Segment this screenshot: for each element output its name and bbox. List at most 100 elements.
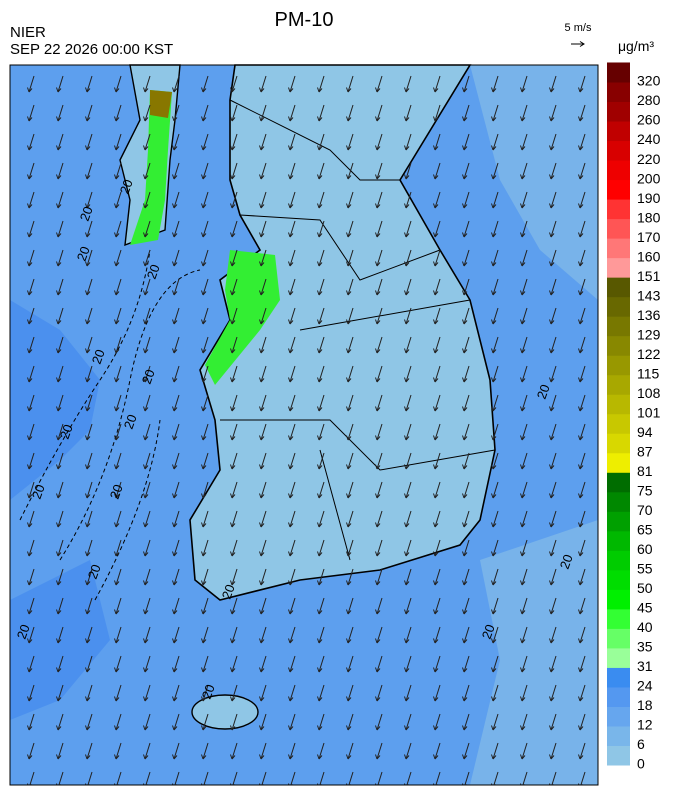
colorbar-label: 35	[637, 639, 653, 655]
colorbar-cell	[607, 355, 630, 376]
contour-label: 20	[121, 412, 140, 431]
colorbar-label: 240	[637, 131, 661, 147]
colorbar-cell	[607, 472, 630, 493]
colorbar-cell	[607, 121, 630, 142]
contour-label: 20	[57, 422, 76, 441]
colorbar-label: 320	[637, 73, 661, 89]
colorbar-label: 24	[637, 678, 653, 694]
colorbar-label: 65	[637, 522, 653, 538]
colorbar-label: 180	[637, 209, 661, 225]
colorbar-label: 260	[637, 112, 661, 128]
colorbar-cell	[607, 179, 630, 200]
colorbar-label: 170	[637, 229, 661, 245]
colorbar-cell	[607, 257, 630, 278]
vector-scale: 5 m/s	[565, 22, 592, 34]
agency: NIER	[10, 24, 46, 41]
contour-label: 20	[14, 622, 33, 641]
colorbar-cell	[607, 608, 630, 629]
colorbar-cell	[607, 647, 630, 668]
colorbar-cell	[607, 530, 630, 551]
map-frame	[9, 64, 599, 786]
colorbar-label: 94	[637, 424, 653, 440]
contour-label: 20	[479, 622, 498, 641]
colorbar-label: 12	[637, 717, 653, 733]
colorbar-cell	[607, 569, 630, 590]
colorbar-label: 60	[637, 541, 653, 557]
colorbar-label: 6	[637, 736, 645, 752]
colorbar-cell	[607, 218, 630, 239]
colorbar-cell	[607, 335, 630, 356]
title: PM-10	[275, 9, 334, 31]
contour-label: 20	[139, 367, 158, 386]
timestamp: SEP 22 2026 00:00 KST	[10, 41, 173, 58]
colorbar-cell	[607, 550, 630, 571]
colorbar-label: 280	[637, 92, 661, 108]
colorbar-cell	[607, 238, 630, 259]
contour-label: 20	[107, 482, 126, 501]
colorbar-label: 129	[637, 326, 661, 342]
colorbar-label: 0	[637, 756, 645, 772]
colorbar-cell	[607, 725, 630, 746]
colorbar-label: 122	[637, 346, 661, 362]
vector-arrow	[571, 41, 585, 47]
colorbar-cell	[607, 140, 630, 161]
colorbar-cell	[607, 433, 630, 454]
contour-label: 20	[199, 682, 218, 701]
colorbar-cell	[607, 628, 630, 649]
colorbar-label: 40	[637, 619, 653, 635]
colorbar-label: 81	[637, 463, 653, 479]
contour-label: 20	[29, 482, 48, 501]
colorbar-label: 143	[637, 287, 661, 303]
colorbar-cell	[607, 745, 630, 766]
colorbar-cell	[607, 199, 630, 220]
contour-label: 20	[85, 562, 104, 581]
colorbar-cell	[607, 667, 630, 688]
colorbar-cell	[607, 511, 630, 532]
colorbar-label: 45	[637, 600, 653, 616]
colorbar-label: 190	[637, 190, 661, 206]
colorbar-cell	[607, 374, 630, 395]
colorbar-label: 75	[637, 483, 653, 499]
colorbar-cell	[607, 101, 630, 122]
colorbar-label: 18	[637, 697, 653, 713]
colorbar-label: 55	[637, 561, 653, 577]
contour-label: 20	[534, 382, 553, 401]
colorbar-cell	[607, 686, 630, 707]
colorbar-label: 108	[637, 385, 661, 401]
colorbar-label: 50	[637, 580, 653, 596]
colorbar-label: 87	[637, 443, 653, 459]
wind-vectors	[10, 65, 598, 785]
contour-label: 20	[77, 204, 96, 223]
colorbar-cell	[607, 452, 630, 473]
colorbar-label: 136	[637, 307, 661, 323]
contour-label: 20	[117, 177, 136, 196]
colorbar: 0 6 12 18 24 31 35 40 45 50 55 60 65 70 75 81 87 94 101 108…	[607, 62, 661, 772]
colorbar-label: 160	[637, 248, 661, 264]
contour-label: 20	[74, 244, 93, 263]
unit: μg/m³	[618, 38, 654, 54]
colorbar-label: 31	[637, 658, 653, 674]
colorbar-label: 115	[637, 365, 660, 381]
colorbar-cell	[607, 277, 630, 298]
colorbar-cell	[607, 413, 630, 434]
map: 20 20 20 20 20 20 20 20 20 20 20 20 20 20 20 20 20	[9, 64, 599, 786]
colorbar-cell	[607, 296, 630, 317]
contour-label: 20	[219, 582, 238, 601]
contour-label: 20	[89, 347, 108, 366]
colorbar-label: 70	[637, 502, 653, 518]
colorbar-label: 101	[637, 404, 661, 420]
colorbar-label: 151	[637, 268, 661, 284]
colorbar-cell	[607, 589, 630, 610]
colorbar-cell	[607, 62, 630, 83]
colorbar-cell	[607, 316, 630, 337]
colorbar-cell	[607, 491, 630, 512]
colorbar-cell	[607, 160, 630, 181]
contour-label: 20	[144, 262, 163, 281]
colorbar-cell	[607, 82, 630, 103]
contour-label: 20	[557, 552, 576, 571]
colorbar-label: 200	[637, 170, 661, 186]
colorbar-label: 220	[637, 151, 661, 167]
colorbar-cell	[607, 394, 630, 415]
